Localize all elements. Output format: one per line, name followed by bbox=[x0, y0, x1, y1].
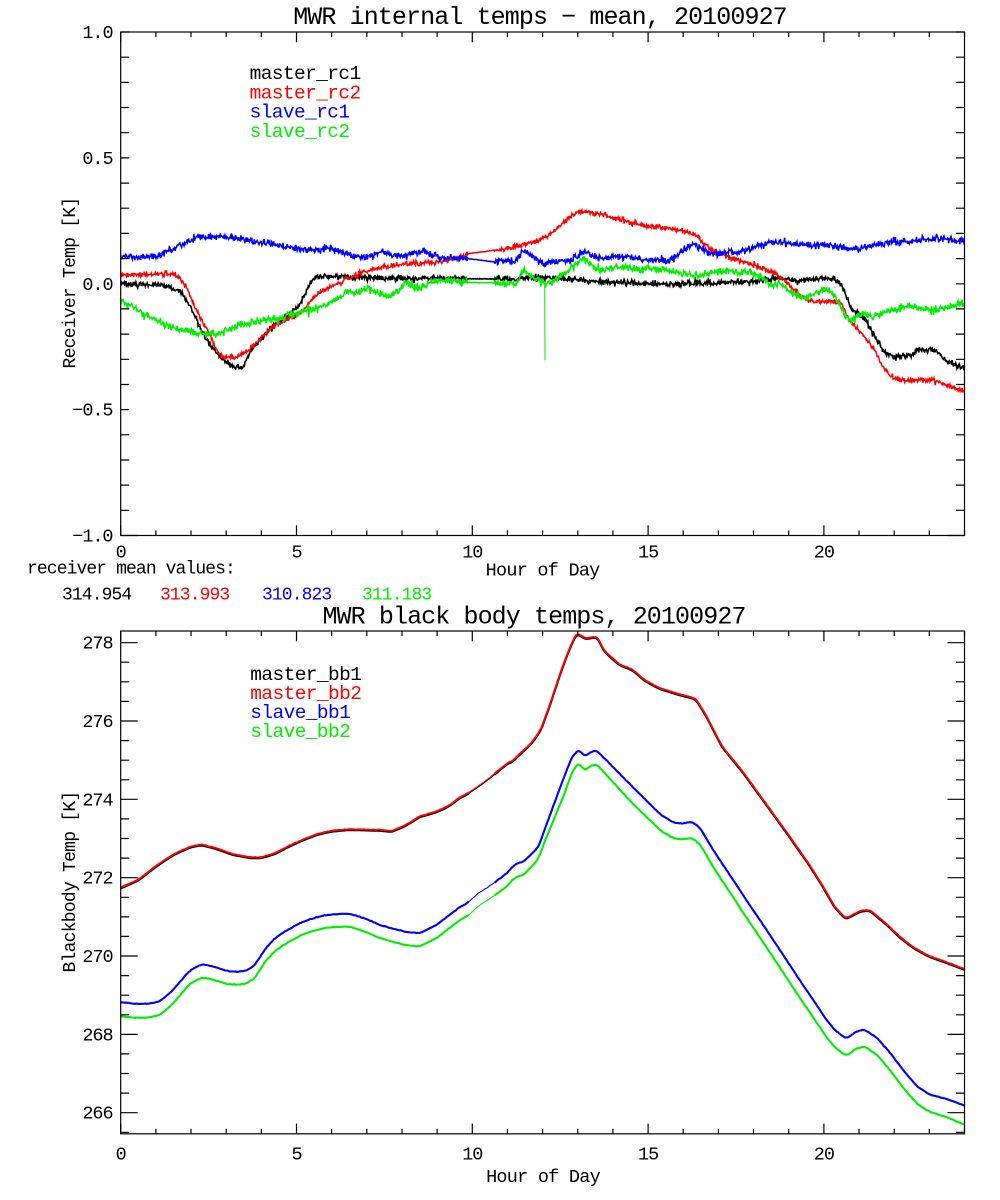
svg-text:313.993: 313.993 bbox=[160, 586, 229, 606]
svg-text:1.0: 1.0 bbox=[82, 23, 112, 44]
svg-text:0: 0 bbox=[116, 1145, 126, 1166]
svg-text:266: 266 bbox=[82, 1104, 112, 1125]
svg-text:20: 20 bbox=[814, 1145, 834, 1166]
svg-text:20: 20 bbox=[814, 543, 834, 564]
svg-text:receiver mean values:: receiver mean values: bbox=[27, 560, 235, 580]
svg-text:MWR internal temps − mean, 201: MWR internal temps − mean, 20100927 bbox=[293, 3, 787, 32]
svg-text:master_bb1: master_bb1 bbox=[250, 664, 361, 686]
svg-text:5: 5 bbox=[291, 543, 301, 564]
svg-text:Receiver Temp [K]: Receiver Temp [K] bbox=[61, 198, 81, 369]
svg-text:268: 268 bbox=[82, 1025, 112, 1046]
svg-text:5: 5 bbox=[291, 1145, 301, 1166]
svg-text:master_rc2: master_rc2 bbox=[250, 82, 361, 104]
svg-text:0.0: 0.0 bbox=[82, 275, 112, 296]
svg-text:slave_bb2: slave_bb2 bbox=[250, 721, 350, 743]
svg-text:272: 272 bbox=[82, 869, 112, 890]
svg-text:slave_rc2: slave_rc2 bbox=[250, 121, 350, 143]
svg-text:MWR black body temps, 20100927: MWR black body temps, 20100927 bbox=[322, 603, 745, 632]
svg-text:15: 15 bbox=[638, 543, 658, 564]
svg-text:10: 10 bbox=[462, 1145, 482, 1166]
svg-text:Hour of Day: Hour of Day bbox=[486, 1167, 601, 1188]
svg-text:−0.5: −0.5 bbox=[72, 401, 112, 422]
svg-text:Hour of Day: Hour of Day bbox=[486, 561, 601, 582]
svg-text:slave_rc1: slave_rc1 bbox=[250, 102, 350, 124]
svg-text:15: 15 bbox=[638, 1145, 658, 1166]
svg-text:310.823: 310.823 bbox=[262, 586, 331, 606]
svg-text:311.183: 311.183 bbox=[362, 586, 431, 606]
svg-text:0: 0 bbox=[116, 543, 126, 564]
svg-text:0.5: 0.5 bbox=[82, 149, 112, 170]
svg-text:314.954: 314.954 bbox=[62, 586, 131, 606]
svg-text:270: 270 bbox=[82, 947, 112, 968]
svg-text:master_rc1: master_rc1 bbox=[250, 63, 361, 85]
svg-text:master_bb2: master_bb2 bbox=[250, 683, 361, 705]
svg-text:slave_bb1: slave_bb1 bbox=[250, 702, 350, 724]
svg-text:−1.0: −1.0 bbox=[72, 527, 112, 548]
svg-text:Blackbody Temp [K]: Blackbody Temp [K] bbox=[61, 792, 81, 973]
svg-text:10: 10 bbox=[462, 543, 482, 564]
svg-text:278: 278 bbox=[82, 634, 112, 655]
svg-text:274: 274 bbox=[82, 790, 113, 811]
svg-text:276: 276 bbox=[82, 712, 112, 733]
